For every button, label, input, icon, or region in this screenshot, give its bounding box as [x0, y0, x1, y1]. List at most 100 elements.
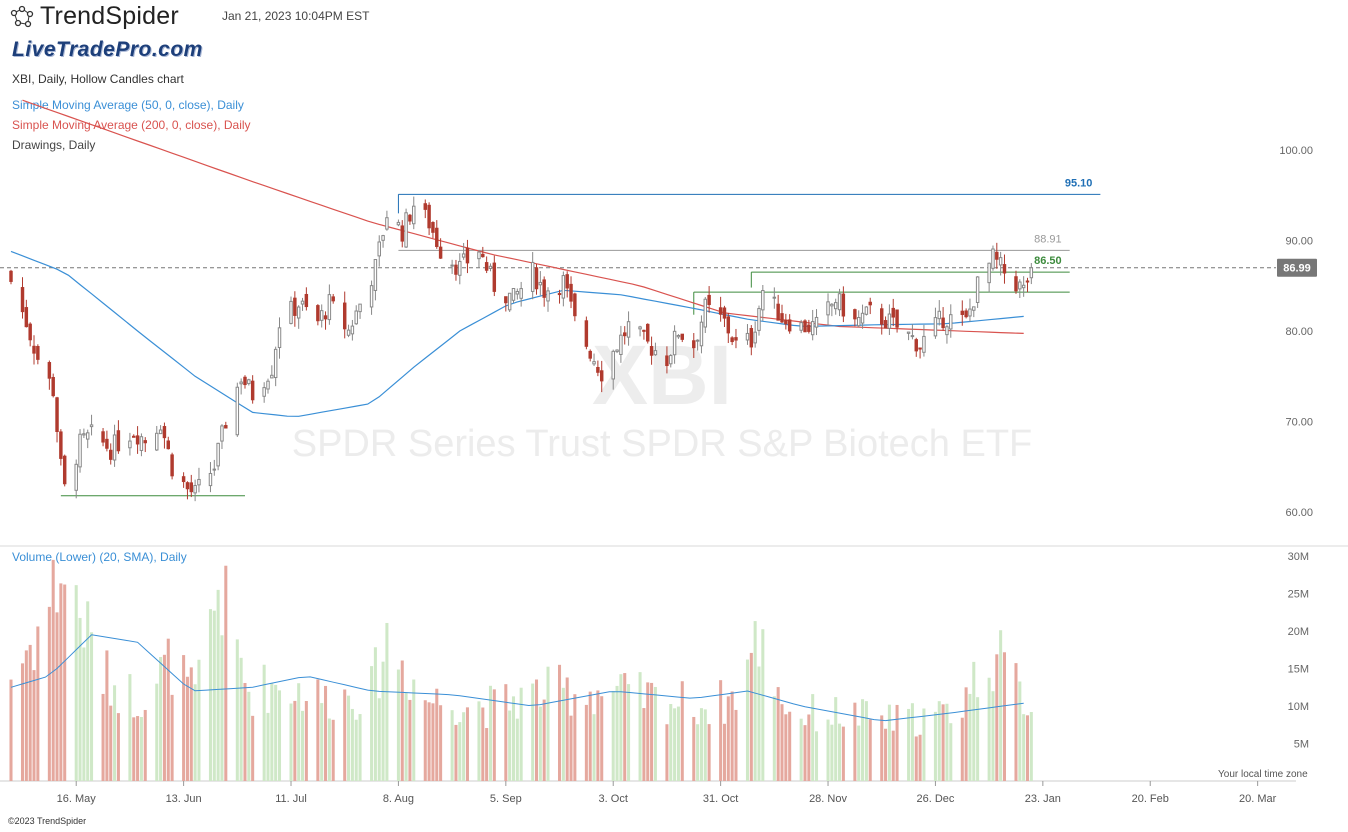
- candle-body: [761, 290, 765, 311]
- candle-body: [266, 380, 270, 390]
- volume-bar: [182, 655, 186, 781]
- legend-sma50[interactable]: Simple Moving Average (50, 0, close), Da…: [12, 98, 244, 112]
- candle: [247, 378, 251, 386]
- volume-bar: [650, 682, 654, 781]
- candle-body: [158, 429, 163, 435]
- volume-bar: [101, 693, 105, 781]
- timestamp: Jan 21, 2023 10:04PM EST: [222, 9, 370, 23]
- candle: [665, 346, 669, 374]
- candle: [224, 421, 228, 429]
- volume-bar: [136, 716, 140, 781]
- candle-body: [135, 435, 140, 445]
- candle: [734, 328, 738, 349]
- candle-body: [519, 288, 523, 299]
- candle: [987, 262, 991, 293]
- candle-body: [841, 293, 846, 317]
- x-tick-label: 23. Jan: [1025, 793, 1061, 805]
- candle-body: [803, 320, 807, 333]
- volume-bar: [937, 701, 941, 781]
- volume-bar: [28, 644, 32, 781]
- candle: [266, 378, 270, 394]
- candle-body: [722, 307, 727, 319]
- volume-bar: [592, 714, 596, 781]
- volume-bar: [807, 714, 811, 781]
- candle-body: [9, 270, 13, 282]
- candle: [807, 319, 811, 334]
- volume-bar: [968, 693, 972, 781]
- candle-body: [423, 203, 427, 210]
- candle-body: [703, 298, 708, 328]
- volume-bar: [189, 667, 193, 781]
- candle: [937, 300, 941, 326]
- candle-body: [960, 310, 965, 315]
- candle-body: [20, 287, 25, 313]
- volume-bar: [857, 725, 861, 781]
- volume-sma-line: [10, 634, 1024, 722]
- candle-body: [139, 436, 144, 451]
- candle-body: [584, 320, 589, 347]
- watermark-brand: LiveTradePro.com: [12, 38, 203, 61]
- level-label: 95.10: [1065, 177, 1093, 189]
- candle: [592, 353, 596, 366]
- candle-body: [1025, 280, 1030, 283]
- volume-bar: [251, 715, 255, 781]
- candle-body: [270, 374, 274, 379]
- volume-bar: [197, 659, 201, 781]
- candle: [208, 462, 213, 493]
- watermark-ticker: XBI: [592, 328, 732, 422]
- candle: [400, 220, 404, 248]
- candle-body: [611, 350, 615, 380]
- volume-legend[interactable]: Volume (Lower) (20, SMA), Daily: [12, 550, 187, 564]
- candle-body: [85, 432, 90, 440]
- candle: [243, 375, 247, 389]
- candle-body: [784, 319, 788, 325]
- volume-bar: [327, 718, 331, 781]
- candle: [749, 325, 754, 356]
- candle: [975, 276, 980, 308]
- volume-bar: [565, 677, 569, 781]
- candle: [615, 349, 619, 354]
- candle: [833, 298, 838, 315]
- volume-bar: [488, 685, 492, 781]
- candle: [588, 349, 592, 362]
- candle: [1018, 279, 1022, 299]
- volume-bar: [784, 714, 788, 781]
- legend-sma200[interactable]: Simple Moving Average (200, 0, close), D…: [12, 118, 251, 132]
- candle: [837, 288, 842, 317]
- candle: [36, 344, 40, 365]
- candle-body: [814, 316, 819, 328]
- sma200-line: [22, 99, 1024, 334]
- candle: [20, 277, 25, 319]
- candle-body: [369, 285, 374, 308]
- volume-bar: [841, 726, 845, 781]
- candle: [649, 336, 654, 365]
- candle: [62, 454, 67, 487]
- candle: [669, 354, 673, 368]
- volume-bar: [170, 694, 174, 781]
- candle-body: [653, 350, 658, 356]
- volume-bar: [995, 654, 999, 781]
- x-tick-label: 20. Feb: [1132, 793, 1169, 805]
- price-tick-label: 60.00: [1285, 507, 1313, 519]
- candle-body: [538, 281, 543, 286]
- candle-body: [776, 303, 780, 321]
- volume-bar: [166, 638, 170, 781]
- volume-bar: [113, 685, 117, 781]
- volume-bar: [316, 679, 320, 781]
- candle-body: [193, 485, 197, 494]
- candle: [596, 360, 600, 377]
- volume-bar: [297, 683, 301, 781]
- candle: [431, 221, 435, 239]
- volume-bar: [492, 689, 496, 781]
- volume-bar: [600, 696, 604, 781]
- legend-drawings[interactable]: Drawings, Daily: [12, 138, 96, 152]
- volume-bar: [638, 672, 642, 781]
- candle: [1025, 277, 1030, 293]
- candle-body: [975, 276, 980, 303]
- candle: [703, 297, 708, 334]
- candle: [557, 289, 562, 304]
- candle: [910, 324, 915, 340]
- candle: [542, 276, 546, 307]
- volume-bar: [838, 723, 842, 781]
